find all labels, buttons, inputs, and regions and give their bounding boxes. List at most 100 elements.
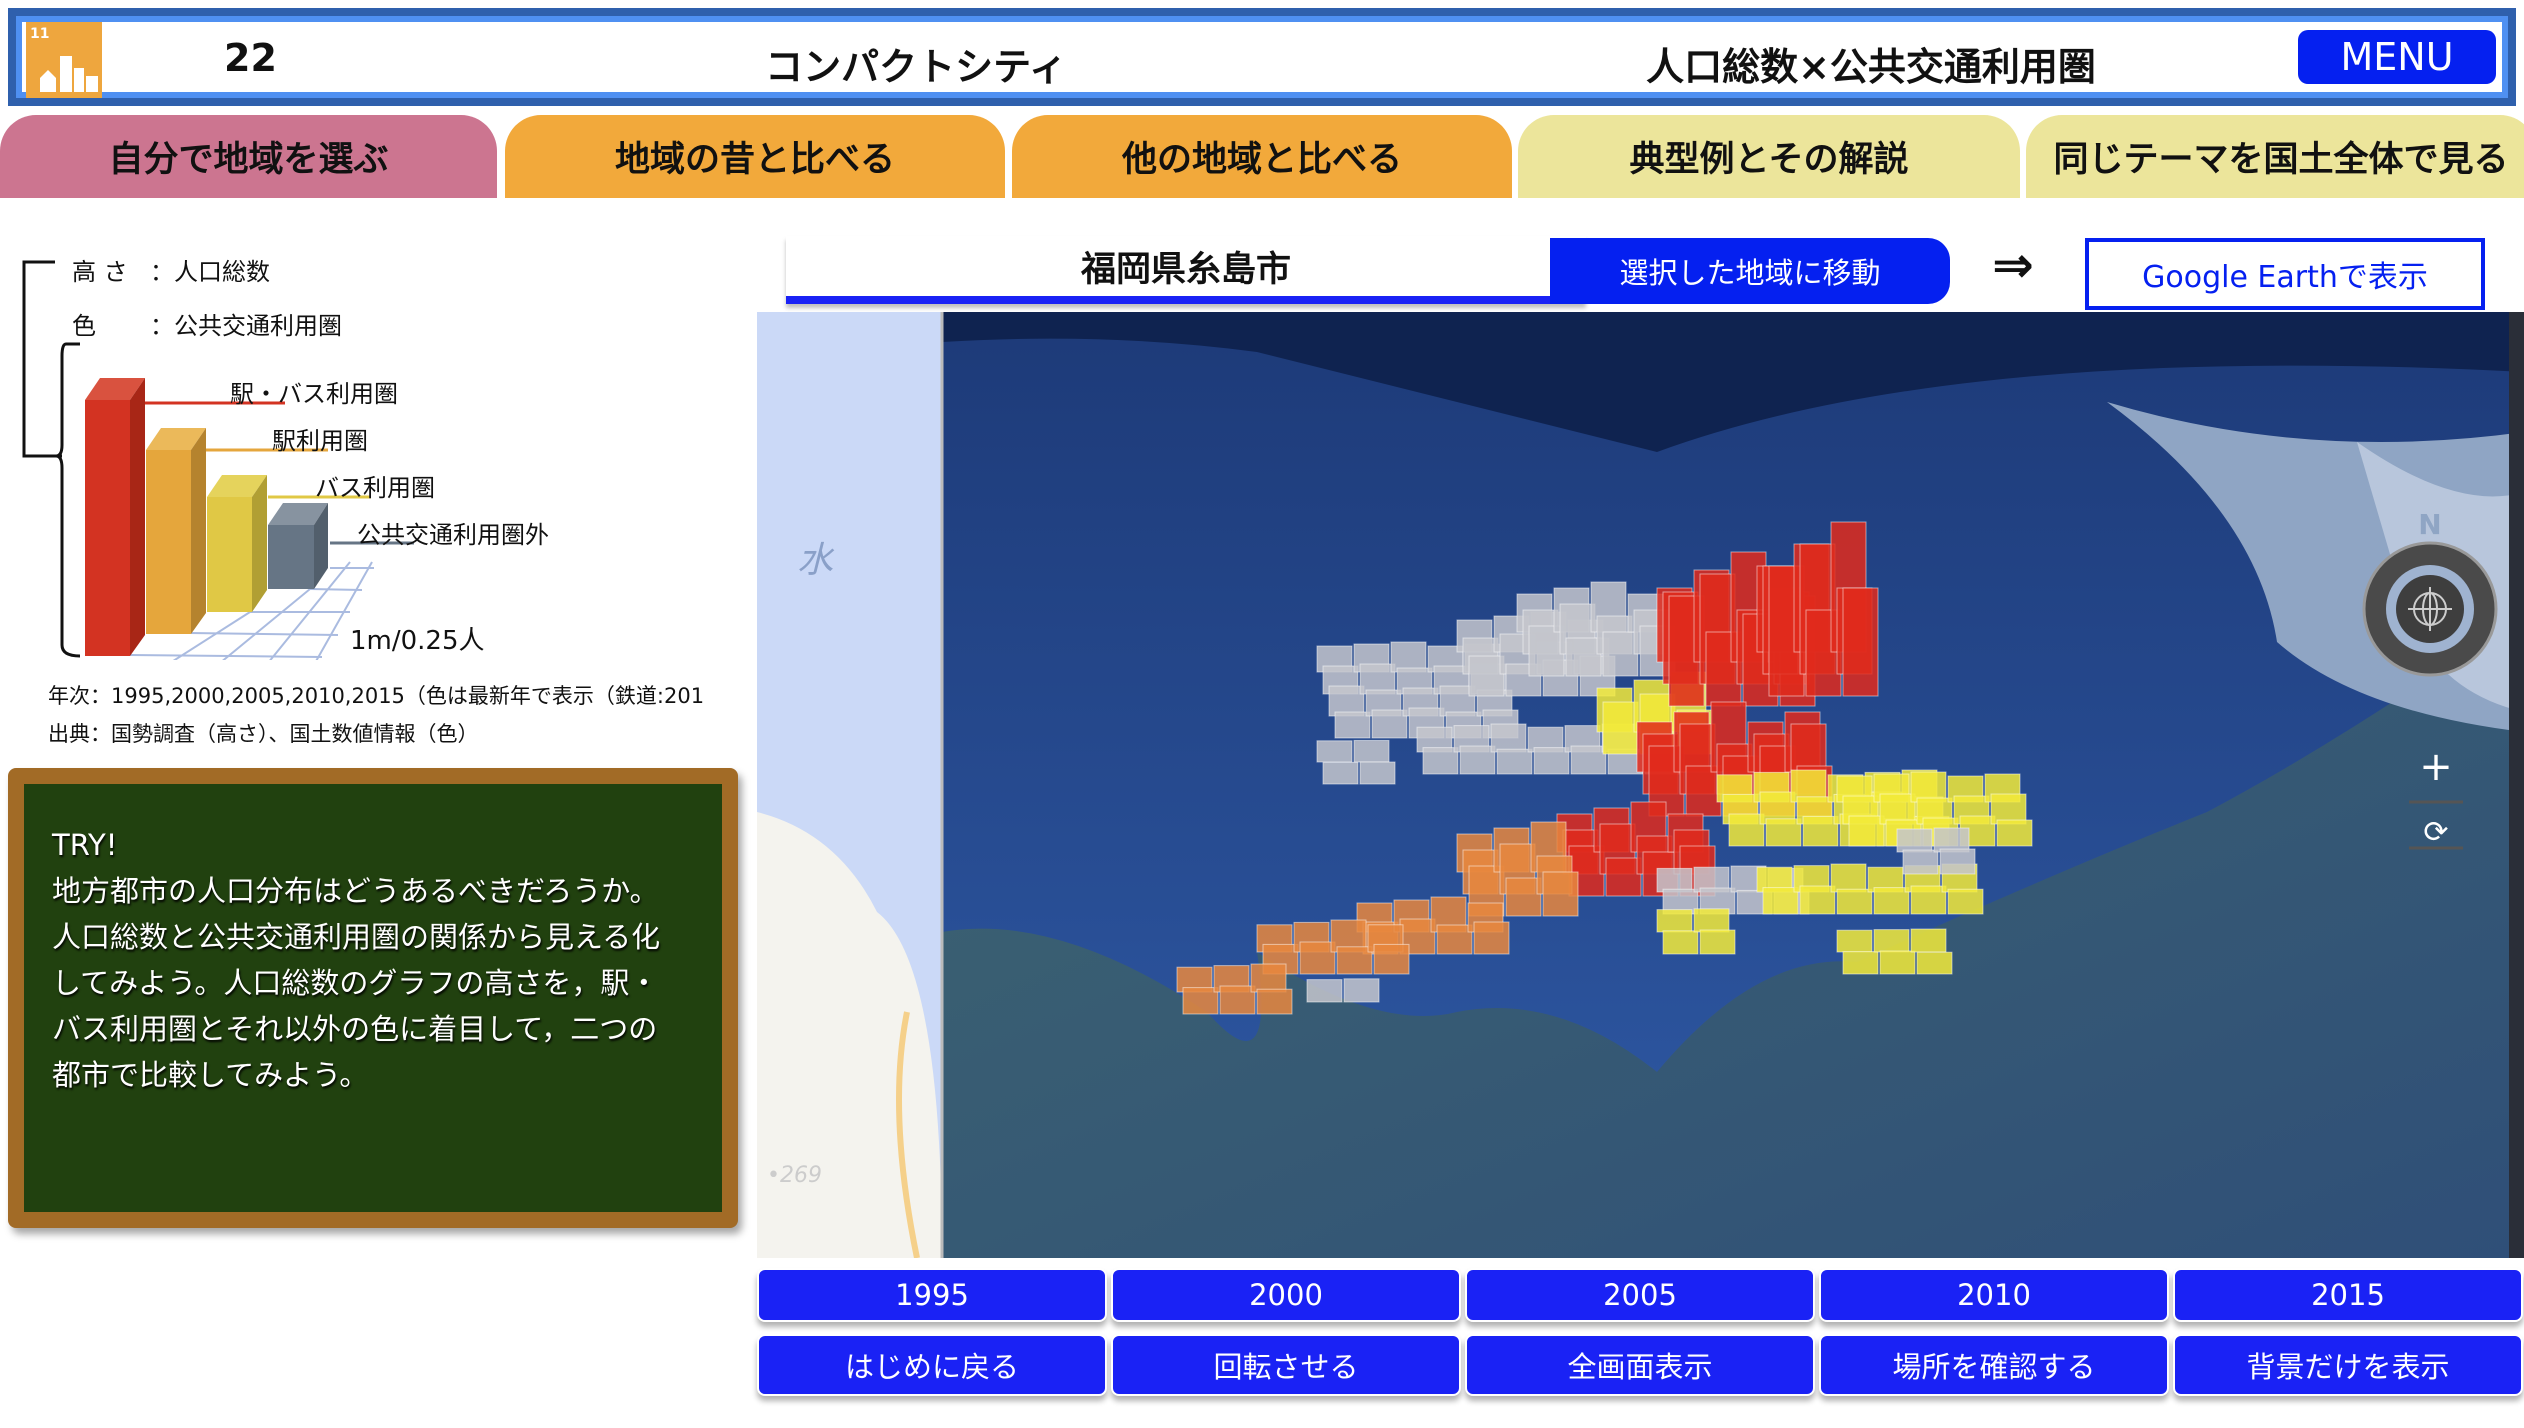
tab-compare-past[interactable]: 地域の昔と比べる	[505, 115, 1005, 198]
population-cell	[1490, 723, 1527, 753]
population-cell	[1542, 871, 1579, 917]
year-button-2000[interactable]: 2000	[1111, 1268, 1461, 1322]
population-cell	[1336, 946, 1373, 975]
back-to-start-button[interactable]: はじめに戻る	[757, 1334, 1107, 1396]
population-cell	[1496, 748, 1533, 775]
population-cell	[1873, 887, 1910, 915]
population-cell	[1468, 655, 1505, 697]
menu-button[interactable]: MENU	[2298, 30, 2496, 84]
population-cell	[1842, 951, 1879, 975]
population-cell	[1371, 709, 1408, 739]
tab-typical-examples[interactable]: 典型例とその解説	[1518, 115, 2020, 198]
check-location-button[interactable]: 場所を確認する	[1819, 1334, 2169, 1396]
population-cell	[1568, 845, 1605, 897]
population-cell	[1334, 711, 1371, 739]
year-button-2005[interactable]: 2005	[1465, 1268, 1815, 1322]
population-cell	[1879, 793, 1916, 825]
population-cell	[1836, 929, 1873, 953]
population-cell	[1896, 828, 1933, 853]
color-label: 色	[72, 312, 96, 340]
population-cell	[1299, 941, 1336, 975]
theme-number: 22	[224, 36, 277, 80]
color-value: ：公共交通利用圏	[150, 312, 342, 340]
legend-bar-bus	[207, 475, 267, 612]
population-cell	[1656, 909, 1693, 933]
population-cell	[1910, 885, 1947, 915]
population-cell	[1436, 924, 1473, 955]
legend-label-bus: バス利用圏	[315, 474, 435, 502]
population-cell	[1802, 815, 1839, 847]
theme-name: コンパクトシティ	[765, 45, 1067, 89]
year-button-2010[interactable]: 2010	[1819, 1268, 2169, 1322]
tab-compare-regions[interactable]: 他の地域と比べる	[1012, 115, 1512, 198]
google-earth-button[interactable]: Google Earthで表示	[2085, 238, 2485, 310]
population-cell	[1765, 818, 1802, 847]
population-cell	[1528, 625, 1565, 677]
population-cell	[1505, 877, 1542, 917]
header-bar: 11 22 コンパクトシティ 人口総数×公共交通利用圏 MENU	[8, 8, 2516, 106]
side-map-label: 水	[797, 540, 835, 581]
legend-bar-station-bus	[85, 378, 145, 656]
population-cell	[1322, 761, 1359, 785]
map-scrollbar[interactable]	[2509, 312, 2524, 1258]
population-cell	[1699, 929, 1736, 955]
population-cell	[1602, 701, 1639, 755]
svg-text:11: 11	[30, 26, 49, 42]
year-buttons: 1995 2000 2005 2010 2015	[757, 1268, 2523, 1322]
map-view[interactable]: N + ⟳ 水 •269	[757, 312, 2524, 1258]
population-cell	[1693, 908, 1730, 933]
compass-control[interactable]	[2362, 541, 2498, 677]
population-cell	[1879, 950, 1916, 975]
try-chalkboard: TRY! 地方都市の人口分布はどうあるべきだろうか。 人口総数と公共交通利用圏の…	[8, 768, 738, 1228]
legend-graphic	[22, 260, 414, 660]
board-line: 都市で比較してみよう。	[52, 1058, 369, 1092]
population-cell	[1306, 979, 1343, 1003]
board-heading: TRY!	[52, 828, 118, 862]
background-only-button[interactable]: 背景だけを表示	[2173, 1334, 2523, 1396]
height-label: 高 さ	[72, 258, 128, 286]
side-map-number: •269	[767, 1163, 822, 1188]
population-cell	[1799, 885, 1836, 915]
satellite-map[interactable]: N + ⟳ 水 •269	[757, 312, 2524, 1258]
population-cell	[1602, 631, 1639, 677]
population-cell	[1916, 951, 1953, 975]
population-cell	[1256, 988, 1293, 1015]
population-cell	[1728, 813, 1765, 847]
population-cell	[1605, 857, 1642, 897]
tab-select-region[interactable]: 自分で地域を選ぶ	[0, 115, 497, 198]
legend-label-station: 駅利用圏	[272, 427, 368, 455]
population-cell	[1910, 771, 1947, 803]
page-title: 人口総数×公共交通利用圏	[1646, 45, 2096, 89]
population-cell	[1182, 987, 1219, 1015]
population-cell	[1939, 848, 1976, 875]
move-to-region-button[interactable]: 選択した地域に移動	[1550, 238, 1950, 304]
population-cell	[1473, 921, 1510, 955]
population-cell	[1762, 887, 1799, 915]
population-cell	[1685, 765, 1722, 817]
population-cell	[1316, 740, 1353, 763]
zoom-in-button[interactable]: +	[2419, 744, 2453, 790]
population-cell	[1848, 815, 1885, 847]
population-cell	[1910, 928, 1947, 953]
tab-national-view[interactable]: 同じテーマを国土全体で見る	[2026, 115, 2524, 198]
source-note: 出典：国勢調査（高さ）、国土数値情報（色）	[48, 722, 479, 746]
year-button-2015[interactable]: 2015	[2173, 1268, 2523, 1322]
population-cell	[1343, 978, 1380, 1003]
population-cell	[1902, 849, 1939, 875]
fullscreen-button[interactable]: 全画面表示	[1465, 1334, 1815, 1396]
population-cell	[1873, 929, 1910, 953]
population-cell	[1390, 641, 1427, 673]
reset-view-button[interactable]: ⟳	[2423, 815, 2448, 850]
population-cell	[1219, 985, 1256, 1015]
population-cell	[1373, 943, 1410, 975]
board-line: 人口総数と公共交通利用圏の関係から見える化	[52, 920, 661, 954]
year-button-1995[interactable]: 1995	[757, 1268, 1107, 1322]
population-cell	[1996, 819, 2033, 847]
population-cell	[1842, 587, 1879, 697]
population-cell	[1933, 827, 1970, 853]
rotate-button[interactable]: 回転させる	[1111, 1334, 1461, 1396]
population-cell	[1359, 761, 1396, 785]
sdg-11-logo: 11	[26, 22, 102, 98]
population-cell	[1656, 867, 1693, 893]
action-buttons: はじめに戻る 回転させる 全画面表示 場所を確認する 背景だけを表示	[757, 1334, 2523, 1396]
